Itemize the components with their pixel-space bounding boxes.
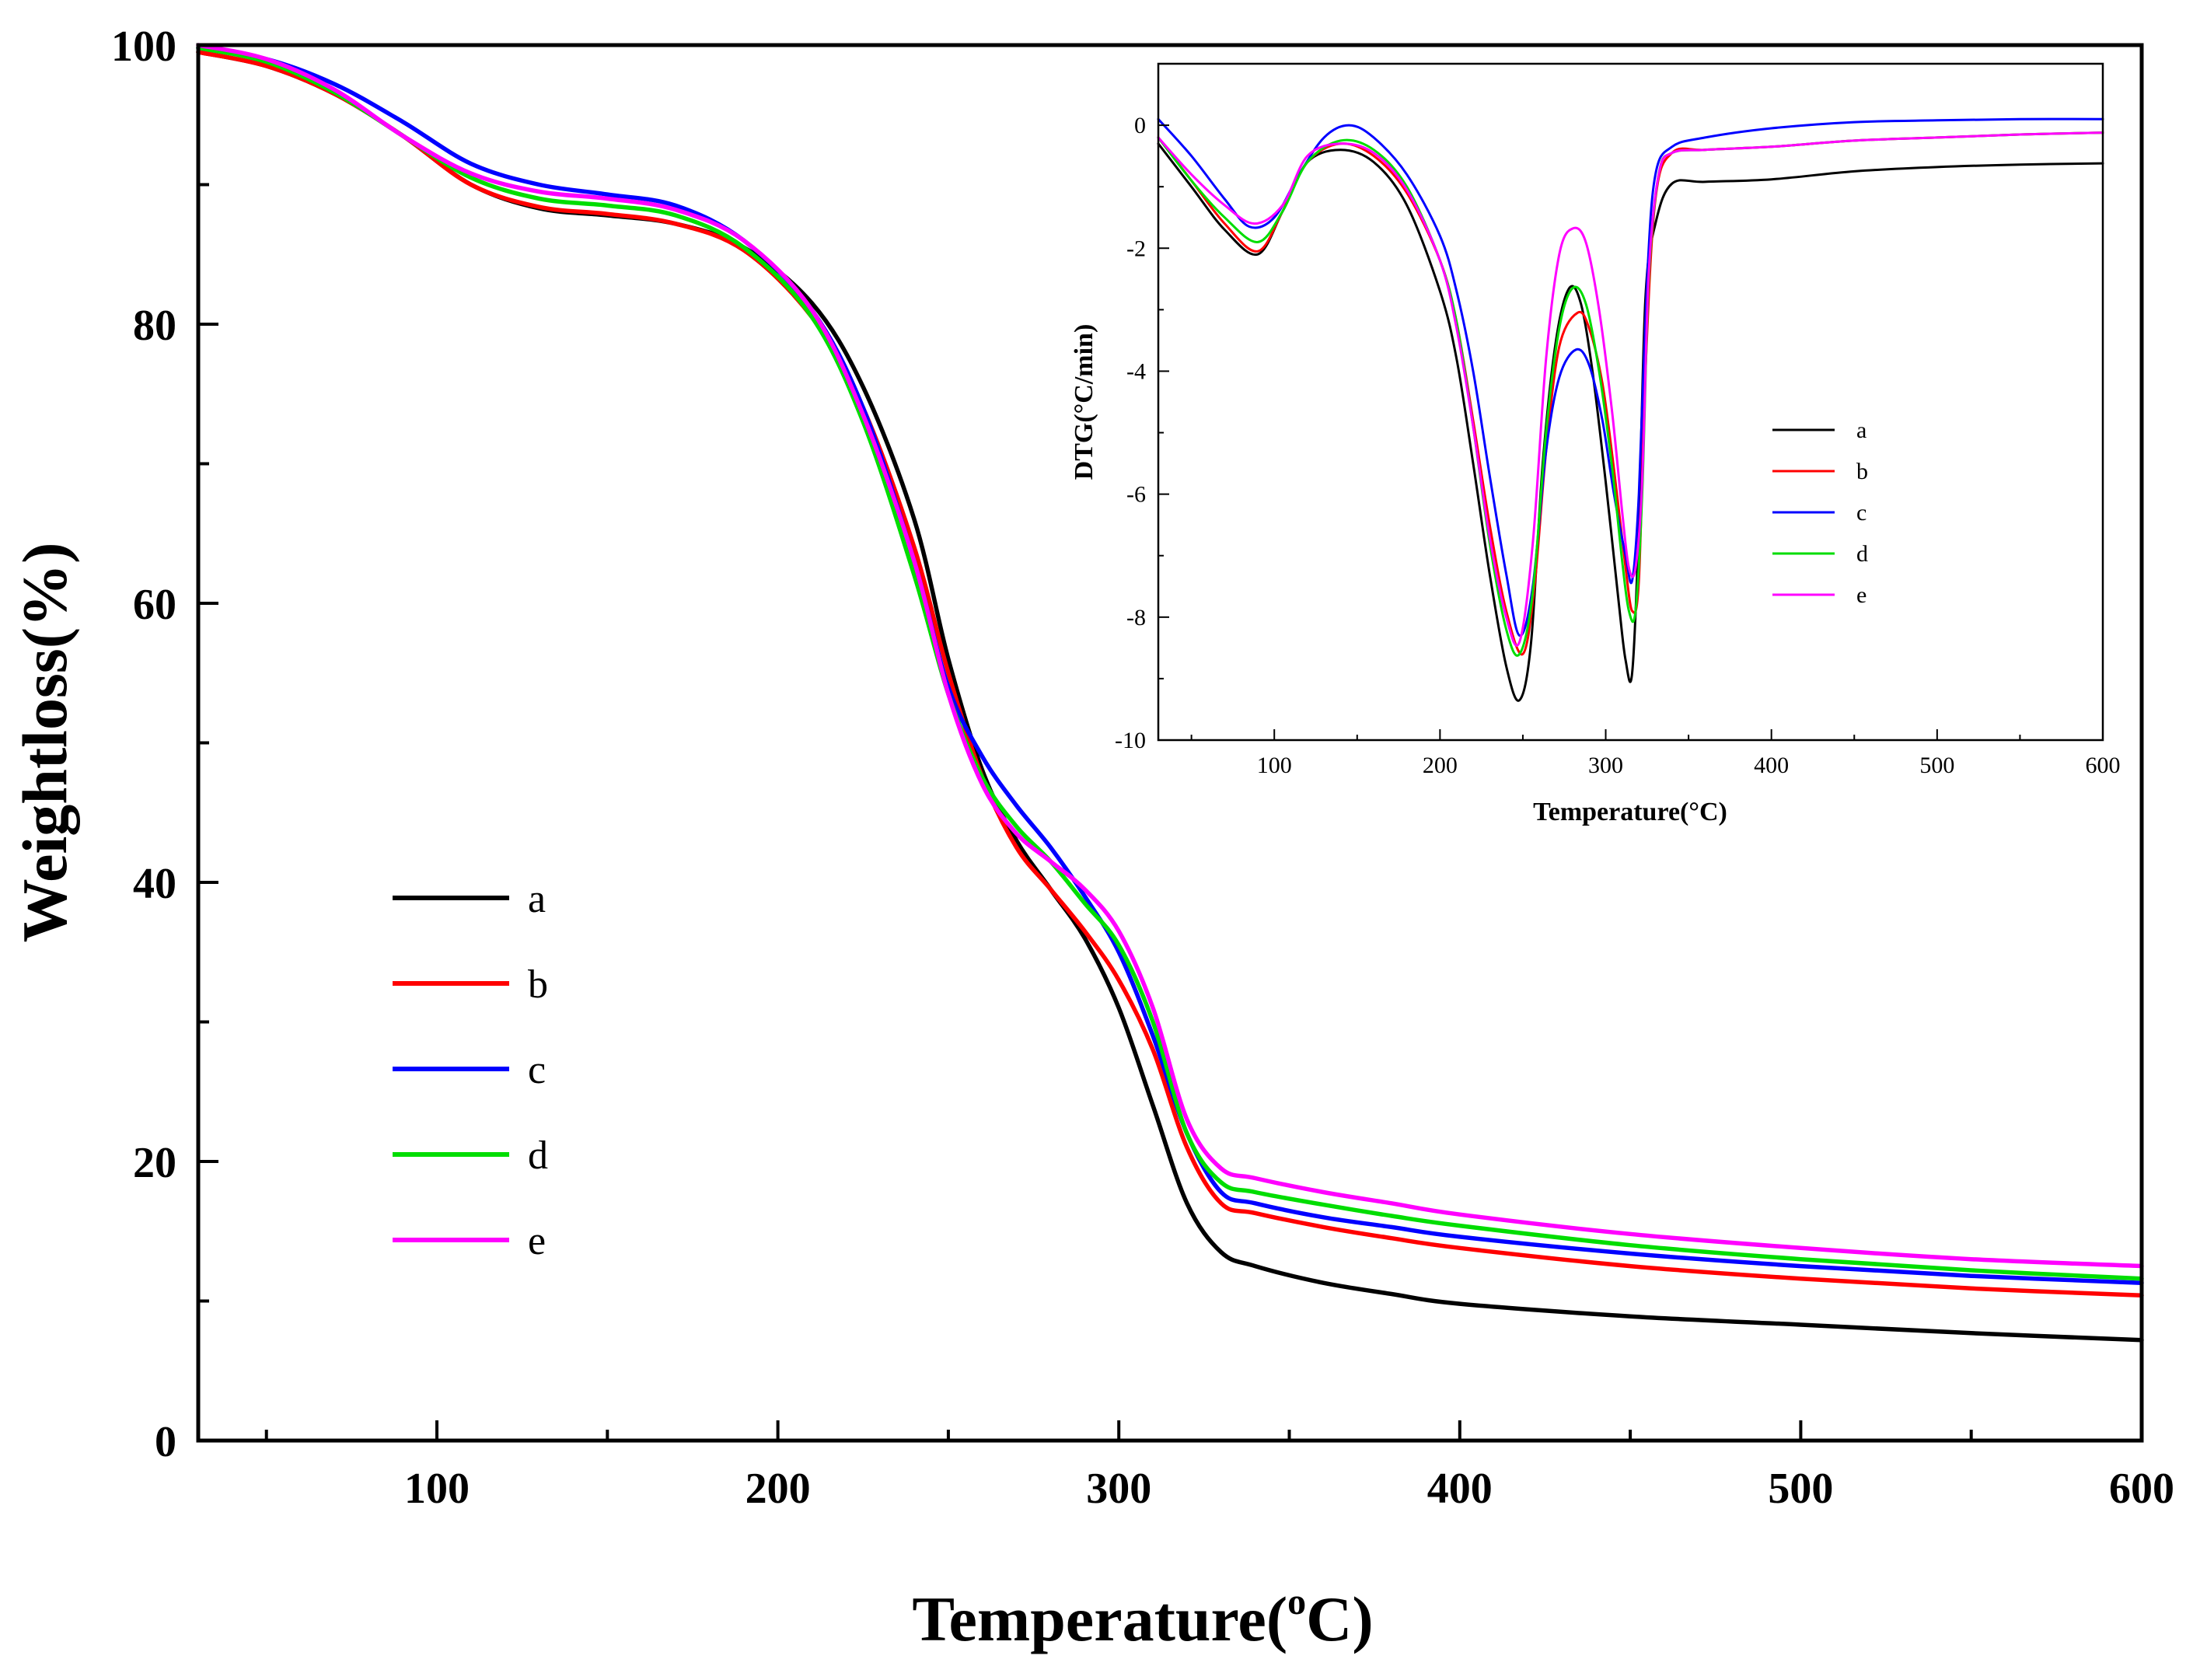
main-series-line-d (196, 45, 2144, 1281)
main-series-line-c (196, 45, 2144, 1285)
main-series-line-e (196, 43, 2144, 1269)
main-y-tick-label: 40 (133, 860, 176, 908)
main-legend-label-e: e (528, 1219, 546, 1263)
inset-x-tick-label: 400 (1754, 753, 1789, 778)
main-x-tick-label: 200 (746, 1465, 811, 1513)
main-y-tick-label: 0 (155, 1418, 176, 1466)
main-y-ticks: 0 20 40 60 80 100 (111, 23, 218, 1466)
inset-x-ticks: 100 200 300 400 500 600 (1190, 729, 2121, 778)
inset-y-tick-label: -2 (1126, 236, 1146, 261)
main-series-group (196, 43, 2144, 1343)
main-x-axis-title-text: Temperature( (912, 1584, 1287, 1654)
main-legend-label-b: b (528, 962, 548, 1007)
inset-y-tick-label: -10 (1115, 728, 1146, 753)
inset-legend-label-e: e (1856, 582, 1867, 608)
main-legend-label-d: d (528, 1133, 548, 1178)
main-x-axis-title-tail: C) (1306, 1584, 1374, 1654)
inset-x-tick-label: 600 (2086, 753, 2121, 778)
inset-series-line-a (1157, 142, 2104, 702)
main-y-tick-label: 80 (133, 302, 176, 350)
main-x-tick-label: 400 (1427, 1465, 1493, 1513)
main-y-tick-label: 100 (111, 23, 176, 71)
main-plot: 100 200 300 400 500 600 0 20 40 60 80 100 Temperat… (9, 23, 2174, 1654)
inset-y-tick-label: -8 (1126, 605, 1146, 630)
inset-y-ticks: 0 -2 -4 -6 -8 -10 (1115, 63, 1169, 753)
main-x-tick-label: 300 (1086, 1465, 1151, 1513)
inset-legend-label-d: d (1856, 541, 1868, 567)
inset-x-tick-label: 200 (1423, 753, 1458, 778)
main-y-axis-title: Weightloss(%) (9, 543, 80, 943)
main-x-ticks: 100 200 300 400 500 600 (264, 1420, 2174, 1513)
main-y-tick-label: 60 (133, 581, 176, 629)
main-legend-label-a: a (528, 877, 546, 921)
main-legend-label-c: c (528, 1048, 546, 1092)
main-x-tick-label: 100 (404, 1465, 470, 1513)
main-x-axis-title-sup: o (1287, 1581, 1306, 1622)
inset-plot-frame (1157, 62, 2104, 742)
inset-legend-label-b: b (1856, 459, 1868, 484)
main-x-tick-label: 500 (1768, 1465, 1833, 1513)
inset-plot: 100 200 300 400 500 600 0 -2 -4 -6 -8 -10 Temperat… (1070, 62, 2121, 826)
inset-series-line-e (1157, 131, 2104, 647)
inset-legend-label-a: a (1856, 417, 1867, 443)
inset-legend-label-c: c (1856, 500, 1867, 526)
main-x-axis-title: Temperature(oC) (912, 1581, 1373, 1654)
inset-series-group (1157, 117, 2104, 702)
inset-x-tick-label: 500 (1919, 753, 1954, 778)
inset-background (1158, 64, 2103, 740)
inset-y-axis-title: DTG(°C/min) (1070, 324, 1098, 480)
inset-series-line-c (1157, 117, 2104, 637)
inset-x-tick-label: 100 (1257, 753, 1292, 778)
inset-y-tick-label: 0 (1134, 113, 1146, 138)
inset-y-tick-label: -4 (1126, 358, 1146, 384)
main-y-tick-label: 20 (133, 1139, 176, 1187)
inset-x-axis-title: Temperature(°C) (1533, 798, 1727, 826)
inset-y-tick-label: -6 (1126, 482, 1146, 508)
main-series-line-b (196, 50, 2144, 1298)
inset-x-tick-label: 300 (1588, 753, 1623, 778)
main-x-tick-label: 600 (2109, 1465, 2174, 1513)
